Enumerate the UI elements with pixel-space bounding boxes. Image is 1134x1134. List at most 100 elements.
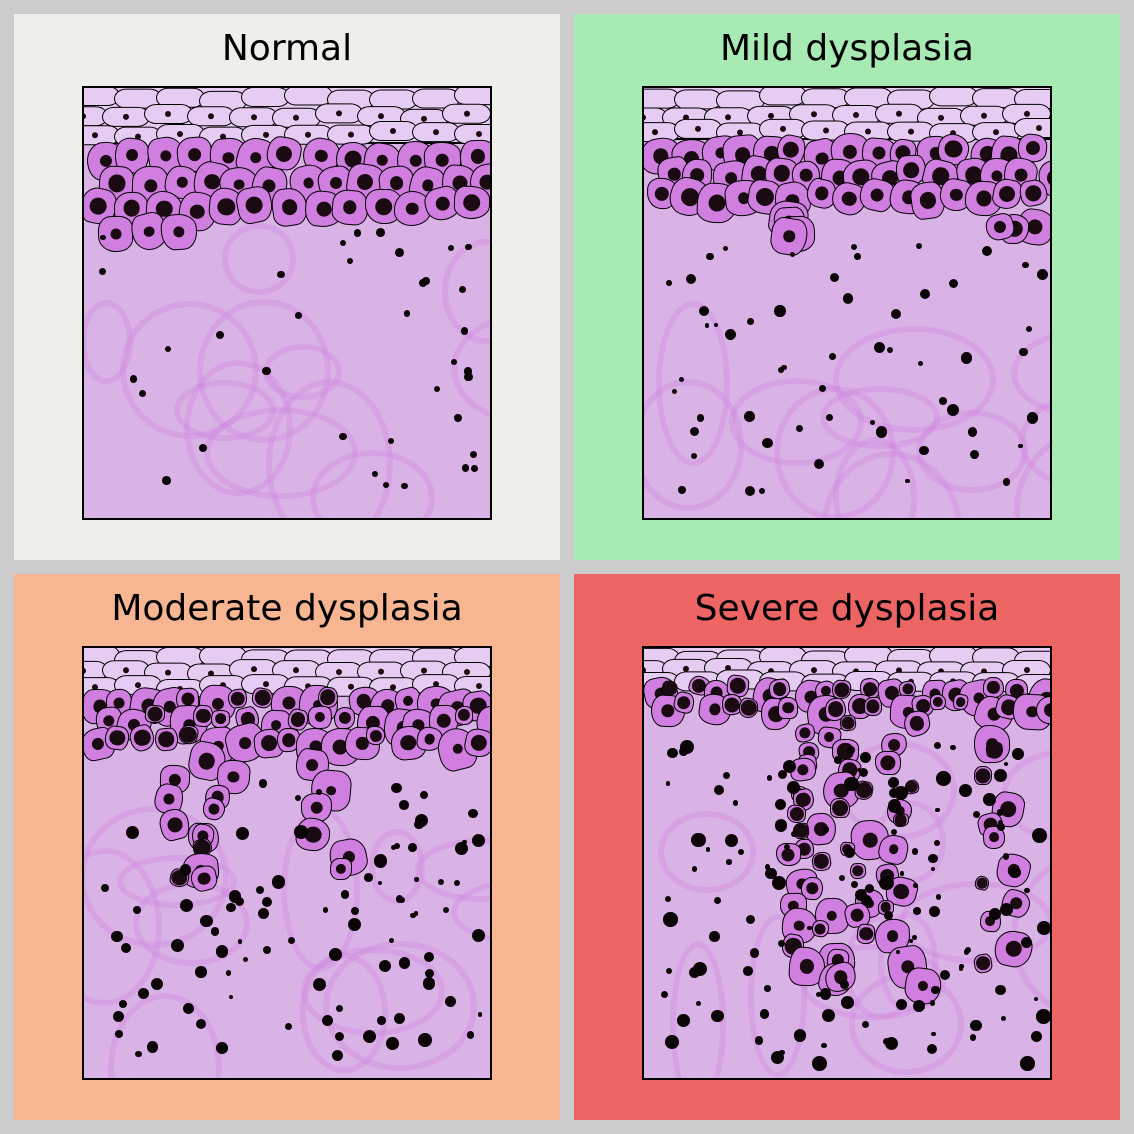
- stroma-nucleus: [419, 279, 427, 287]
- nucleus: [314, 712, 325, 723]
- stroma-nucleus: [454, 414, 462, 422]
- stroma-nucleus: [195, 966, 206, 977]
- stroma-nucleus: [226, 903, 235, 912]
- nucleus: [797, 763, 810, 776]
- squamous-cell: [144, 104, 193, 124]
- stroma-nucleus: [812, 1056, 827, 1071]
- stroma-nucleus: [216, 1042, 228, 1054]
- stroma-nucleus: [461, 327, 469, 335]
- stroma-nucleus: [686, 274, 696, 284]
- stroma-nucleus: [448, 245, 454, 251]
- stroma-nucleus: [1027, 412, 1038, 423]
- basal-cell: [864, 697, 882, 717]
- stroma-nucleus: [465, 244, 472, 251]
- stroma-nucleus: [822, 1009, 835, 1022]
- basal-cell: [838, 714, 857, 733]
- stroma-nucleus: [840, 980, 849, 989]
- stroma-nucleus: [472, 834, 485, 847]
- stroma-nucleus: [478, 1012, 483, 1017]
- stroma-squiggle: [415, 838, 492, 902]
- stroma-nucleus: [1001, 1016, 1006, 1021]
- nucleus: [436, 154, 449, 167]
- stroma-nucleus: [162, 476, 171, 485]
- stroma-nucleus: [888, 799, 902, 813]
- basal-cell: [330, 188, 368, 226]
- stroma-nucleus: [323, 907, 328, 912]
- stroma-nucleus: [765, 864, 770, 869]
- stroma-nucleus: [760, 1009, 769, 1018]
- nucleus: [783, 703, 795, 715]
- stroma-nucleus: [970, 450, 979, 459]
- basal-cell: [974, 765, 992, 785]
- nucleus: [892, 882, 911, 901]
- nucleus: [826, 910, 837, 921]
- nucleus: [888, 844, 899, 855]
- panel-title: Moderate dysplasia: [14, 588, 560, 629]
- nucleus: [919, 191, 937, 209]
- stroma-nucleus: [794, 1029, 806, 1041]
- nucleus: [783, 229, 796, 242]
- panel-normal: Normal: [14, 14, 560, 560]
- squamous-cell: [929, 86, 978, 106]
- nucleus: [840, 190, 858, 208]
- stroma-nucleus: [706, 253, 713, 260]
- stroma-nucleus: [272, 875, 286, 889]
- nucleus: [211, 698, 224, 711]
- nucleus: [842, 144, 858, 160]
- nucleus: [110, 229, 121, 240]
- stroma-nucleus: [829, 353, 836, 360]
- basal-cell: [365, 725, 385, 745]
- stroma-nucleus: [391, 845, 396, 850]
- nucleus: [177, 177, 189, 189]
- nucleus: [975, 876, 988, 889]
- stroma-nucleus: [970, 1020, 981, 1031]
- stroma-nucleus: [934, 742, 941, 749]
- nucleus: [729, 677, 747, 695]
- stroma-nucleus: [862, 1021, 869, 1028]
- nucleus: [91, 736, 106, 751]
- stroma-nucleus: [934, 840, 940, 846]
- stroma-nucleus: [759, 488, 765, 494]
- nucleus: [187, 148, 202, 163]
- nucleus: [314, 148, 329, 163]
- stroma-nucleus: [100, 235, 105, 240]
- stroma-squiggle: [120, 301, 259, 439]
- stroma-nucleus: [151, 978, 163, 990]
- stroma-nucleus: [896, 999, 907, 1010]
- nucleus: [289, 711, 306, 728]
- nucleus: [198, 751, 217, 770]
- stroma-nucleus: [462, 464, 469, 471]
- stroma-nucleus: [883, 1038, 890, 1045]
- nucleus: [227, 771, 239, 783]
- nucleus: [275, 145, 293, 163]
- nucleus: [310, 801, 323, 814]
- stroma-nucleus: [711, 1010, 724, 1023]
- stroma-nucleus: [1020, 1056, 1035, 1071]
- basal-cell: [856, 923, 876, 944]
- stroma-nucleus: [443, 907, 449, 913]
- nucleus: [433, 195, 451, 213]
- stroma-nucleus: [995, 985, 1005, 995]
- nucleus: [369, 729, 382, 742]
- nucleus: [903, 163, 919, 179]
- stroma-nucleus: [211, 927, 220, 936]
- nucleus: [315, 201, 331, 217]
- stroma-nucleus: [950, 745, 956, 751]
- stroma-nucleus: [386, 1037, 399, 1050]
- stroma-nucleus: [1009, 867, 1020, 878]
- stroma-nucleus: [843, 293, 853, 303]
- panel-mild: Mild dysplasia: [574, 14, 1120, 560]
- panel-title: Normal: [14, 28, 560, 69]
- stroma-nucleus: [744, 411, 755, 422]
- nucleus: [108, 175, 126, 193]
- nucleus: [217, 198, 236, 217]
- stroma-nucleus: [982, 246, 992, 256]
- stroma-nucleus: [467, 1031, 475, 1039]
- stroma-nucleus: [714, 785, 725, 796]
- nucleus: [196, 708, 212, 724]
- stroma-nucleus: [226, 970, 231, 975]
- basal-cell: [930, 694, 947, 711]
- basal-cell: [972, 952, 993, 974]
- stroma-nucleus: [913, 907, 920, 914]
- stroma-nucleus: [1026, 326, 1032, 332]
